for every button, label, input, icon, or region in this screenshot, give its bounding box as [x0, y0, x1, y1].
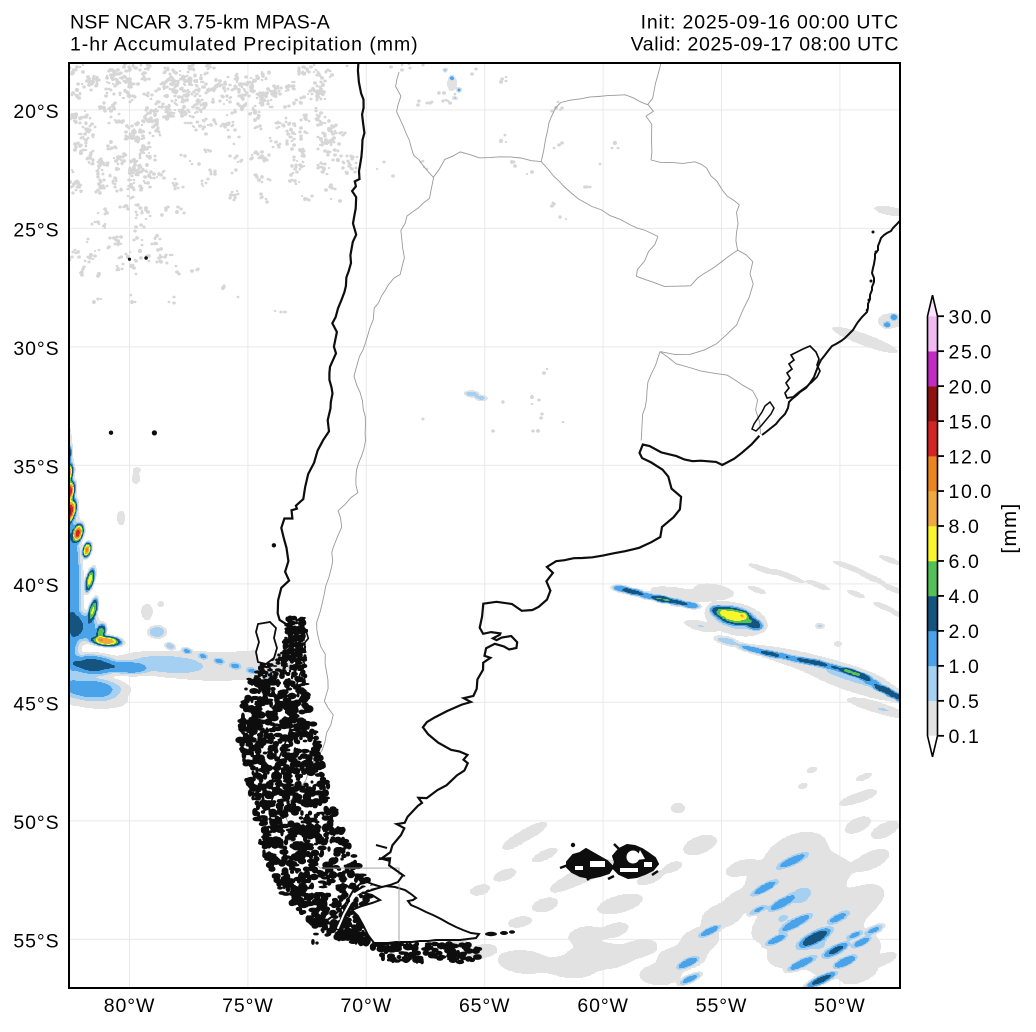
svg-text:40°S: 40°S: [13, 575, 59, 597]
svg-text:55°S: 55°S: [13, 931, 59, 953]
svg-text:4.0: 4.0: [949, 586, 981, 608]
svg-text:25.0: 25.0: [949, 341, 993, 363]
svg-text:[mm]: [mm]: [998, 502, 1021, 553]
svg-text:20°S: 20°S: [13, 101, 59, 123]
svg-text:8.0: 8.0: [949, 516, 981, 538]
svg-text:80°W: 80°W: [104, 995, 156, 1017]
svg-text:50°W: 50°W: [814, 995, 866, 1017]
svg-text:65°W: 65°W: [459, 995, 511, 1017]
svg-text:20.0: 20.0: [949, 376, 993, 398]
svg-text:25°S: 25°S: [13, 220, 59, 242]
svg-text:0.5: 0.5: [949, 691, 981, 713]
svg-text:0.1: 0.1: [949, 726, 981, 748]
svg-text:50°S: 50°S: [13, 812, 59, 834]
svg-text:35°S: 35°S: [13, 457, 59, 479]
svg-text:Init: 2025-09-16 00:00 UTC: Init: 2025-09-16 00:00 UTC: [641, 12, 899, 34]
svg-text:55°W: 55°W: [696, 995, 748, 1017]
svg-text:75°W: 75°W: [222, 995, 274, 1017]
svg-text:45°S: 45°S: [13, 694, 59, 716]
svg-text:30°S: 30°S: [13, 338, 59, 360]
svg-text:15.0: 15.0: [949, 411, 993, 433]
svg-text:12.0: 12.0: [949, 446, 993, 468]
svg-text:1.0: 1.0: [949, 656, 981, 678]
svg-text:6.0: 6.0: [949, 551, 981, 573]
svg-text:NSF NCAR 3.75-km MPAS-A: NSF NCAR 3.75-km MPAS-A: [70, 12, 330, 34]
svg-text:Valid: 2025-09-17 08:00 UTC: Valid: 2025-09-17 08:00 UTC: [631, 34, 899, 56]
svg-text:60°W: 60°W: [577, 995, 629, 1017]
svg-text:1-hr Accumulated Precipitation: 1-hr Accumulated Precipitation (mm): [70, 34, 419, 56]
svg-text:70°W: 70°W: [341, 995, 393, 1017]
svg-text:30.0: 30.0: [949, 306, 993, 328]
svg-text:10.0: 10.0: [949, 481, 993, 503]
svg-text:2.0: 2.0: [949, 621, 981, 643]
